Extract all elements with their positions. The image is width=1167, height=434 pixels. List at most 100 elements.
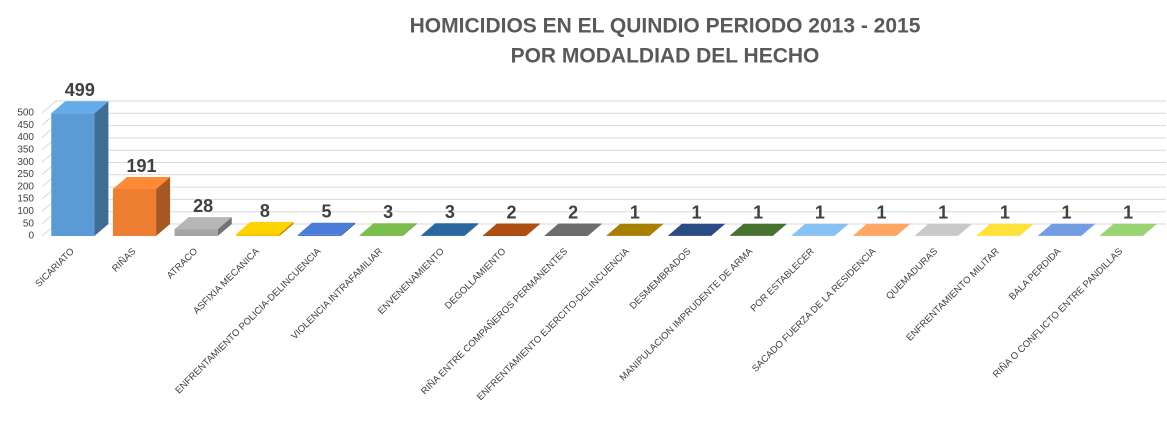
bar-side bbox=[711, 223, 726, 236]
x-tick-label: ATRACO bbox=[165, 246, 200, 281]
bar-side bbox=[217, 217, 232, 236]
bar-top bbox=[1037, 223, 1096, 236]
bar-top bbox=[236, 222, 294, 235]
bar-top bbox=[729, 223, 787, 236]
value-label: 28 bbox=[193, 196, 213, 216]
bar bbox=[112, 177, 171, 236]
y-tick-label: 350 bbox=[17, 145, 34, 156]
value-label: 2 bbox=[568, 202, 578, 222]
x-tick-label: ASFIXIA MECANICA bbox=[191, 246, 262, 317]
y-tick-label: 0 bbox=[28, 231, 34, 242]
y-tick-label: 500 bbox=[17, 108, 34, 119]
value-label: 1 bbox=[876, 203, 886, 223]
value-label: 8 bbox=[260, 201, 270, 221]
bar-top bbox=[421, 223, 479, 236]
bar-top bbox=[51, 101, 109, 114]
bar bbox=[1037, 223, 1096, 236]
value-label: 3 bbox=[445, 202, 455, 222]
y-tick-label: 450 bbox=[17, 120, 34, 131]
bar bbox=[482, 223, 541, 236]
bar-side bbox=[279, 222, 294, 236]
bar-top bbox=[976, 223, 1034, 236]
bar-top bbox=[359, 223, 417, 236]
bar bbox=[606, 223, 664, 236]
x-tick-label: RIÑA O CONFLICTO ENTRE PANDILLAS bbox=[991, 246, 1125, 380]
bar-side bbox=[341, 222, 356, 236]
bar-side bbox=[1019, 223, 1034, 236]
bar-top bbox=[112, 177, 171, 190]
y-tick-label: 300 bbox=[17, 157, 34, 168]
bar-top bbox=[914, 223, 972, 236]
bar bbox=[667, 223, 726, 236]
bar-side bbox=[464, 223, 479, 236]
value-label: 5 bbox=[321, 202, 331, 222]
bar bbox=[976, 223, 1034, 236]
value-label: 1 bbox=[938, 203, 948, 223]
bar-front bbox=[174, 229, 218, 236]
grid-line bbox=[41, 100, 1166, 114]
bar-top bbox=[482, 223, 541, 236]
x-tick-label: POR ESTABLECER bbox=[749, 246, 817, 314]
x-tick-label: QUEMADURAS bbox=[884, 246, 940, 302]
bar-front bbox=[297, 234, 342, 236]
value-label: 1 bbox=[691, 203, 701, 223]
bar-top bbox=[174, 217, 232, 230]
bar-front bbox=[236, 234, 280, 236]
value-label: 191 bbox=[126, 156, 156, 176]
bar-side bbox=[896, 223, 911, 236]
bar-top bbox=[1099, 223, 1157, 236]
bar-top bbox=[297, 222, 356, 235]
bar bbox=[51, 101, 109, 236]
bar bbox=[544, 223, 602, 236]
bar-front bbox=[359, 235, 403, 236]
bar-side bbox=[649, 223, 664, 236]
bar-top bbox=[667, 223, 726, 236]
grid-line bbox=[41, 112, 1166, 126]
bar-front bbox=[421, 235, 465, 236]
bar-top bbox=[791, 223, 849, 236]
value-label: 1 bbox=[630, 203, 640, 223]
bar-side bbox=[957, 223, 972, 236]
bar-side bbox=[402, 223, 417, 236]
grid-line bbox=[41, 162, 1166, 175]
value-label: 2 bbox=[506, 202, 516, 222]
bar bbox=[359, 223, 417, 236]
y-tick-label: 200 bbox=[17, 181, 34, 192]
chart-subtitle: POR MODALDIAD DEL HECHO bbox=[511, 45, 820, 68]
bar-side bbox=[1081, 223, 1096, 236]
bar-side bbox=[1142, 223, 1157, 236]
x-tick-label: DESMEMBRADOS bbox=[628, 246, 694, 312]
bar-top bbox=[852, 223, 911, 236]
bar-side bbox=[587, 223, 602, 236]
bar-front bbox=[112, 189, 157, 236]
bar bbox=[852, 223, 911, 236]
value-label: 1 bbox=[1123, 203, 1133, 223]
x-tick-label: MANIPULACION IMPRUDENTE DE ARMA bbox=[618, 246, 756, 384]
x-tick-label: RIÑAS bbox=[110, 246, 138, 274]
value-label: 499 bbox=[65, 80, 95, 100]
bar bbox=[791, 223, 849, 236]
y-tick-label: 50 bbox=[23, 218, 35, 229]
y-tick-label: 400 bbox=[17, 132, 34, 143]
y-tick-label: 150 bbox=[17, 194, 34, 205]
x-tick-label: BALA PERDIDA bbox=[1007, 246, 1064, 303]
bar bbox=[729, 223, 787, 236]
bar bbox=[236, 222, 294, 236]
bar-top bbox=[544, 223, 602, 236]
grid-line bbox=[41, 125, 1166, 138]
value-label: 3 bbox=[383, 202, 393, 222]
bar-top bbox=[606, 223, 664, 236]
y-tick-label: 100 bbox=[17, 206, 34, 217]
bar bbox=[914, 223, 972, 236]
value-label: 1 bbox=[1061, 203, 1071, 223]
chart-title: HOMICIDIOS EN EL QUINDIO PERIODO 2013 - … bbox=[410, 15, 921, 38]
bar-side bbox=[772, 223, 787, 236]
grid-line bbox=[41, 137, 1166, 151]
value-label: 1 bbox=[1000, 203, 1010, 223]
x-tick-label: DEGOLLAMIENTO bbox=[443, 246, 509, 312]
bar bbox=[421, 223, 479, 236]
x-tick-label: SACADO FUERZA DE LA RESIDENCIA bbox=[750, 246, 879, 375]
x-tick-label: SICARIATO bbox=[33, 246, 76, 289]
bar bbox=[1099, 223, 1157, 236]
